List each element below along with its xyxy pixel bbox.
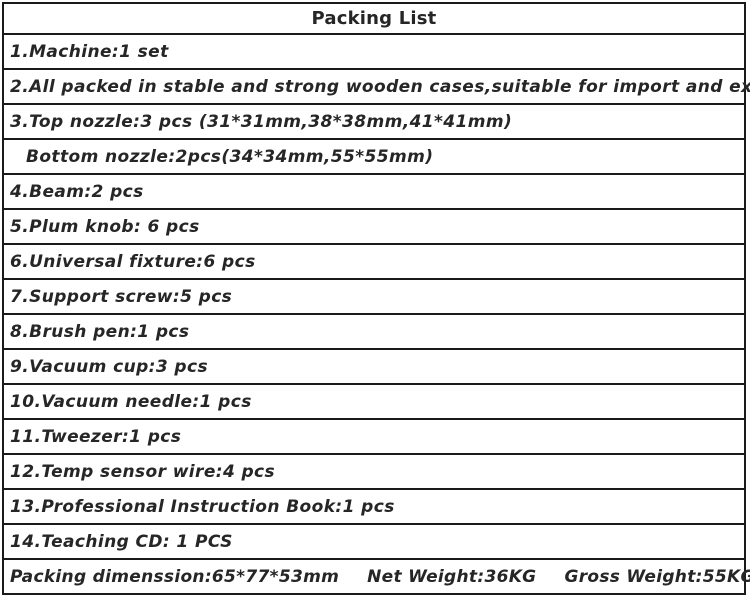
list-item-text: 3.Top nozzle:3 pcs (31*31mm,38*38mm,41*4… xyxy=(10,111,513,132)
list-item-instruction-book: 13.Professional Instruction Book:1 pcs xyxy=(4,490,744,525)
list-item-text: 4.Beam:2 pcs xyxy=(10,181,144,202)
list-item-support-screw: 7.Support screw:5 pcs xyxy=(4,280,744,315)
list-item-text: 11.Tweezer:1 pcs xyxy=(10,426,182,447)
gross-weight-text: Gross Weight:55KG xyxy=(564,566,750,587)
list-item-text: 12.Temp sensor wire:4 pcs xyxy=(10,461,276,482)
list-item-bottom-nozzle: Bottom nozzle:2pcs(34*34mm,55*55mm) xyxy=(4,140,744,175)
list-item-tweezer: 11.Tweezer:1 pcs xyxy=(4,420,744,455)
list-item-text: 7.Support screw:5 pcs xyxy=(10,286,233,307)
list-item-machine: 1.Machine:1 set xyxy=(4,35,744,70)
list-item-universal-fixture: 6.Universal fixture:6 pcs xyxy=(4,245,744,280)
list-item-text: 10.Vacuum needle:1 pcs xyxy=(10,391,252,412)
list-item-text: 1.Machine:1 set xyxy=(10,41,169,62)
list-item-teaching-cd: 14.Teaching CD: 1 PCS xyxy=(4,525,744,560)
list-item-text: 8.Brush pen:1 pcs xyxy=(10,321,190,342)
list-item-text: Bottom nozzle:2pcs(34*34mm,55*55mm) xyxy=(26,146,434,167)
list-item-text: 2.All packed in stable and strong wooden… xyxy=(10,76,750,97)
list-item-vacuum-needle: 10.Vacuum needle:1 pcs xyxy=(4,385,744,420)
list-item-packing-note: 2.All packed in stable and strong wooden… xyxy=(4,70,750,105)
list-item-vacuum-cup: 9.Vacuum cup:3 pcs xyxy=(4,350,744,385)
net-weight-text: Net Weight:36KG xyxy=(367,566,537,587)
list-item-text: 13.Professional Instruction Book:1 pcs xyxy=(10,496,395,517)
list-item-text: 6.Universal fixture:6 pcs xyxy=(10,251,256,272)
list-item-text: 9.Vacuum cup:3 pcs xyxy=(10,356,208,377)
list-item-brush-pen: 8.Brush pen:1 pcs xyxy=(4,315,744,350)
list-item-beam: 4.Beam:2 pcs xyxy=(4,175,744,210)
page-title: Packing List xyxy=(311,8,437,29)
table-header: Packing List xyxy=(4,4,744,35)
list-item-top-nozzle: 3.Top nozzle:3 pcs (31*31mm,38*38mm,41*4… xyxy=(4,105,744,140)
list-item-text: 14.Teaching CD: 1 PCS xyxy=(10,531,233,552)
list-item-temp-sensor-wire: 12.Temp sensor wire:4 pcs xyxy=(4,455,744,490)
packing-dimension-text: Packing dimenssion:65*77*53mm xyxy=(10,566,340,587)
list-item-text: 5.Plum knob: 6 pcs xyxy=(10,216,200,237)
summary-row: Packing dimenssion:65*77*53mm Net Weight… xyxy=(4,560,750,593)
list-item-plum-knob: 5.Plum knob: 6 pcs xyxy=(4,210,744,245)
